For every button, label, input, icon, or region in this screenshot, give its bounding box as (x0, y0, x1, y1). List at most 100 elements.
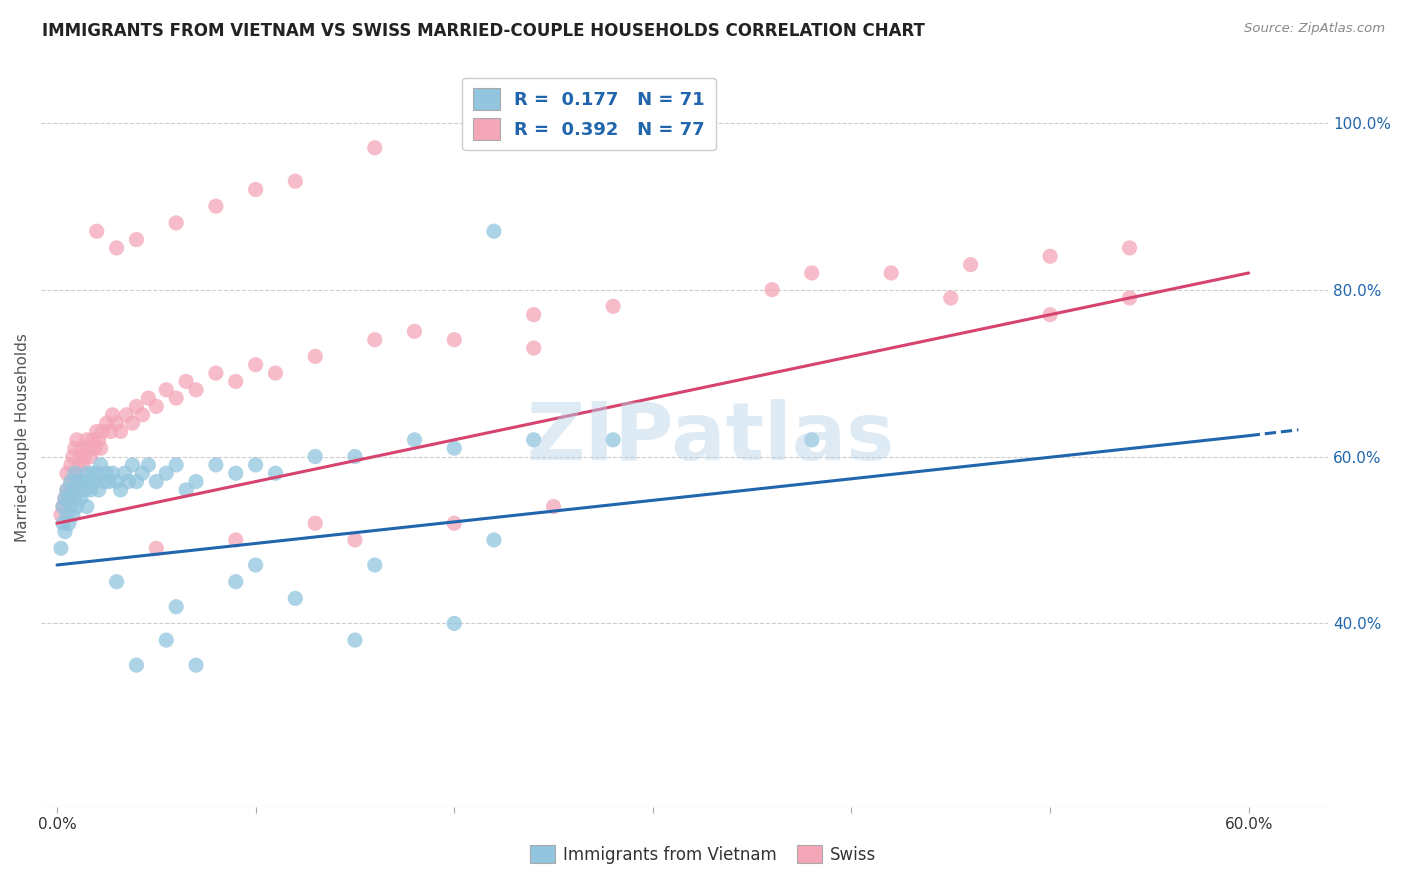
Point (90, 441, 112, 455)
Point (125, 658, 148, 673)
Point (138, 458, 160, 472)
Point (114, 467, 136, 481)
Point (53, 491, 76, 506)
Point (82, 433, 104, 447)
Point (543, 500, 565, 514)
Point (96, 467, 118, 481)
Point (145, 541, 167, 556)
Point (225, 574, 247, 589)
Point (58, 491, 80, 506)
Point (105, 416, 128, 430)
Point (939, 291, 962, 305)
Point (602, 299, 624, 313)
Point (62, 483, 84, 497)
Point (72, 441, 94, 455)
Text: Source: ZipAtlas.com: Source: ZipAtlas.com (1244, 22, 1385, 36)
Point (121, 416, 143, 430)
Point (264, 467, 287, 481)
Point (404, 324, 426, 338)
Point (443, 516, 465, 531)
Point (52, 500, 75, 514)
Point (110, 425, 132, 439)
Point (72, 475, 94, 489)
Point (76, 500, 98, 514)
Point (225, 533, 247, 547)
Point (761, 283, 783, 297)
Point (96, 416, 118, 430)
Point (83, 441, 105, 455)
Point (53, 524, 76, 539)
Point (56, 467, 79, 481)
Point (880, 266, 903, 280)
Point (184, 658, 207, 673)
Point (100, 425, 122, 439)
Point (121, 458, 143, 472)
Point (73, 450, 96, 464)
Point (105, 475, 128, 489)
Point (264, 366, 287, 380)
Point (53, 491, 76, 506)
Point (117, 475, 139, 489)
Point (165, 216, 187, 230)
Point (165, 599, 187, 614)
Point (86, 425, 108, 439)
Point (523, 308, 546, 322)
Point (205, 458, 228, 472)
Point (56, 483, 79, 497)
Point (67, 458, 90, 472)
Point (343, 450, 366, 464)
Point (959, 258, 981, 272)
Point (80, 483, 103, 497)
Point (52, 516, 75, 531)
Point (800, 433, 823, 447)
Point (59, 475, 82, 489)
Point (1118, 291, 1140, 305)
Point (73, 483, 96, 497)
Text: IMMIGRANTS FROM VIETNAM VS SWISS MARRIED-COUPLE HOUSEHOLDS CORRELATION CHART: IMMIGRANTS FROM VIETNAM VS SWISS MARRIED… (42, 22, 925, 40)
Point (1039, 249, 1062, 263)
Point (364, 141, 387, 155)
Point (97, 475, 120, 489)
Point (404, 433, 426, 447)
Point (110, 483, 132, 497)
Point (174, 483, 197, 497)
Point (115, 408, 138, 422)
Point (174, 375, 197, 389)
Point (482, 533, 505, 547)
Legend: R =  0.177   N = 71, R =  0.392   N = 77: R = 0.177 N = 71, R = 0.392 N = 77 (463, 78, 716, 151)
Point (443, 333, 465, 347)
Point (66, 500, 89, 514)
Point (304, 450, 326, 464)
Point (63, 475, 86, 489)
Point (443, 616, 465, 631)
Point (245, 558, 267, 572)
Point (87, 483, 110, 497)
Point (77, 475, 100, 489)
Point (145, 475, 167, 489)
Point (138, 391, 160, 405)
Point (101, 408, 124, 422)
Point (90, 458, 112, 472)
Point (56, 483, 79, 497)
Point (284, 591, 307, 606)
Point (155, 383, 177, 397)
Point (165, 458, 187, 472)
Point (105, 574, 128, 589)
Point (343, 633, 366, 648)
Point (125, 400, 148, 414)
Point (364, 558, 387, 572)
Point (76, 433, 98, 447)
Point (101, 467, 124, 481)
Point (245, 182, 267, 196)
Text: ZIPatlas: ZIPatlas (526, 399, 894, 476)
Point (443, 441, 465, 455)
Point (87, 433, 110, 447)
Point (58, 516, 80, 531)
Point (59, 475, 82, 489)
Point (225, 375, 247, 389)
Point (184, 383, 207, 397)
Point (304, 350, 326, 364)
Point (343, 533, 366, 547)
Point (91, 425, 114, 439)
Point (69, 450, 91, 464)
